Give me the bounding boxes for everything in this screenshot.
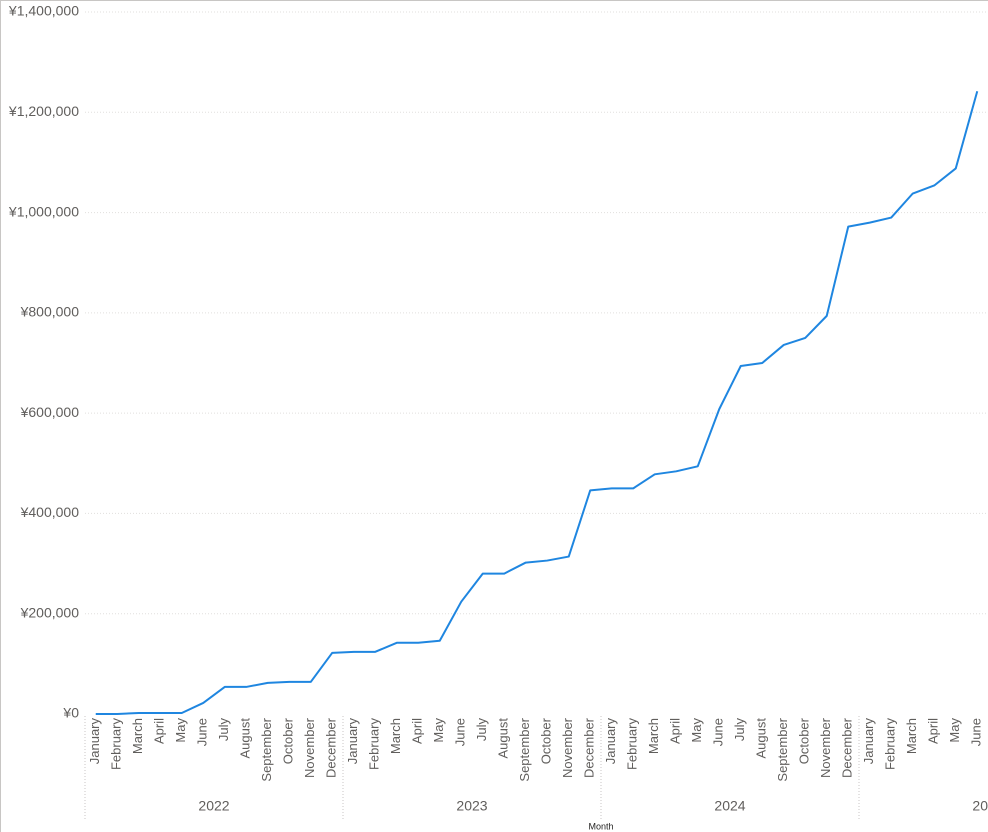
x-tick-label: September [517,717,532,781]
x-tick-label: October [281,717,296,764]
x-tick-label: September [775,717,790,781]
x-tick-label: February [109,718,124,771]
x-tick-label: April [410,718,425,744]
x-tick-label: October [539,717,554,764]
x-tick-label: May [689,718,704,743]
line-series [95,90,979,715]
x-tick-label: February [625,718,640,771]
x-tick-label: November [302,717,317,778]
x-tick-label: August [238,718,253,759]
y-tick-label: ¥1,200,000 [8,103,79,119]
y-tick-label: ¥1,000,000 [8,203,79,219]
y-tick-label: ¥600,000 [20,404,80,420]
y-tick-label: ¥1,400,000 [8,3,79,19]
year-label: 2025 [972,798,988,814]
x-tick-label: July [474,718,489,742]
x-tick-label: October [797,717,812,764]
x-tick-label: February [883,718,898,771]
year-label: 2022 [198,798,229,814]
x-tick-label: March [130,718,145,754]
x-tick-label: January [861,718,876,765]
x-tick-label: January [87,718,102,765]
x-tick-label: June [195,718,210,746]
y-tick-label: ¥400,000 [20,504,80,520]
year-label: 2023 [456,798,487,814]
x-tick-label: March [388,718,403,754]
x-tick-label: April [152,718,167,744]
x-tick-label: March [646,718,661,754]
x-tick-label: November [560,717,575,778]
x-tick-label: May [947,718,962,743]
x-tick-label: August [496,718,511,759]
x-axis-title: Month [588,821,613,831]
x-tick-label: July [732,718,747,742]
x-tick-label: May [173,718,188,743]
x-tick-label: July [216,718,231,742]
x-tick-label: December [582,717,597,778]
x-tick-label: March [904,718,919,754]
y-tick-label: ¥0 [62,705,79,721]
x-tick-label: November [818,717,833,778]
x-tick-label: April [668,718,683,744]
x-tick-label: June [969,718,984,746]
x-tick-label: June [711,718,726,746]
y-tick-label: ¥200,000 [20,604,80,620]
year-label: 2024 [714,798,745,814]
x-tick-label: September [259,717,274,781]
x-tick-label: April [926,718,941,744]
x-tick-label: February [367,718,382,771]
x-tick-label: August [754,718,769,759]
x-tick-label: June [453,718,468,746]
x-tick-label: January [603,718,618,765]
x-tick-label: December [840,717,855,778]
x-tick-label: May [431,718,446,743]
y-tick-label: ¥800,000 [20,304,80,320]
x-tick-label: December [324,717,339,778]
x-tick-label: January [345,718,360,765]
